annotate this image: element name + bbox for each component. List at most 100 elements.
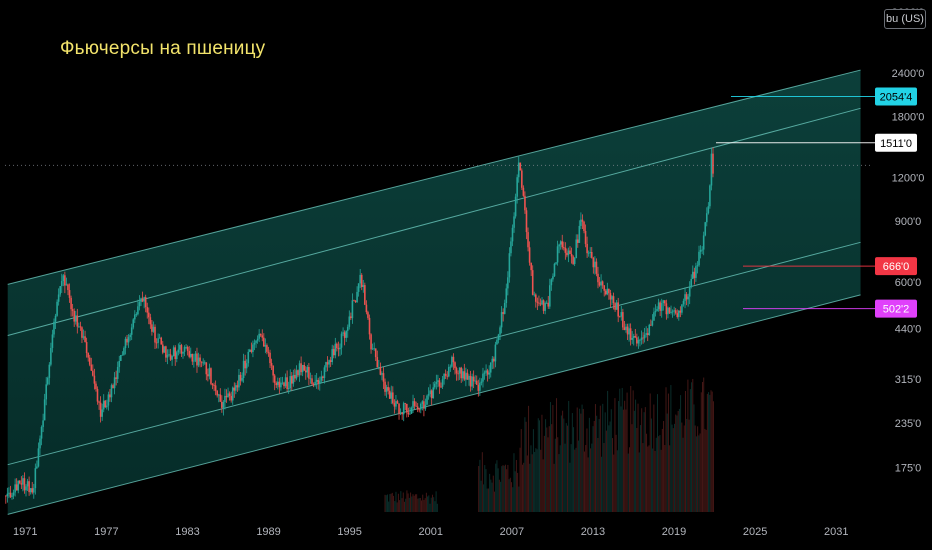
price-axis[interactable]: 3600'02400'01800'01200'0900'0600'0440'03…: [892, 7, 925, 474]
candle-body: [640, 337, 643, 340]
volume-bar: [592, 426, 594, 512]
candle-body: [488, 372, 490, 375]
candle-body: [247, 351, 250, 364]
volume-bar: [563, 418, 565, 512]
candle-body: [486, 370, 489, 375]
candle-body: [231, 387, 234, 401]
volume-bar: [549, 402, 551, 512]
candle-body: [653, 312, 655, 321]
time-axis[interactable]: 1971 1977 1983 1989 1995 2001 2007 2013 2019 2025…: [13, 526, 848, 538]
candle-body: [673, 310, 675, 312]
candle-body: [287, 388, 290, 390]
candle-body: [238, 374, 240, 388]
candle-body: [566, 252, 568, 256]
candle-body: [101, 409, 103, 417]
candle-body: [73, 310, 75, 322]
candle-body: [500, 312, 503, 328]
volume-bar: [689, 389, 691, 512]
candle-body: [60, 281, 63, 287]
x-tick-label: 2013: [581, 526, 605, 538]
candle-body: [508, 253, 511, 278]
volume-bar: [694, 425, 696, 512]
candle-body: [682, 300, 685, 305]
candle-body: [562, 247, 565, 249]
candle-body: [671, 311, 674, 313]
volume-bar: [435, 491, 437, 512]
candle-body: [360, 274, 363, 287]
currency-unit-badge[interactable]: bu (US): [884, 9, 926, 29]
candle-body: [440, 386, 442, 388]
candle-body: [517, 162, 520, 178]
candle-body: [116, 366, 119, 379]
candle-body: [471, 376, 473, 387]
candle-body: [34, 468, 37, 489]
candle-body: [597, 273, 599, 283]
volume-bar: [594, 404, 596, 512]
candle-body: [315, 379, 318, 382]
candle-body: [311, 378, 313, 385]
candle-body: [514, 196, 517, 217]
volume-bar: [703, 377, 705, 512]
volume-bar: [509, 477, 511, 512]
candle-body: [693, 271, 696, 278]
candle-body: [115, 377, 117, 379]
candle-body: [36, 466, 38, 469]
candle-body: [612, 296, 615, 304]
candle-body: [654, 311, 657, 313]
volume-bar: [418, 498, 420, 512]
candle-body: [42, 420, 44, 427]
candle-body: [513, 216, 515, 228]
y-tick-label: 900'0: [895, 216, 922, 228]
volume-bar: [590, 448, 592, 512]
x-tick-label: 2001: [419, 526, 443, 538]
x-tick-label: 2025: [743, 526, 767, 538]
candle-body: [600, 281, 602, 286]
candle-body: [452, 356, 455, 363]
candle-body: [236, 385, 239, 388]
candle-body: [345, 330, 347, 338]
volume-bar: [390, 493, 392, 512]
volume-bar: [573, 427, 575, 512]
candle-body: [441, 379, 444, 387]
candle-body: [578, 225, 581, 243]
candle-body: [620, 312, 623, 317]
candle-body: [43, 399, 46, 421]
candle-body: [39, 438, 41, 449]
candle-body: [698, 251, 700, 266]
volume-bars: [384, 377, 714, 512]
candle-body: [598, 282, 601, 286]
volume-bar: [399, 500, 401, 512]
candle-body: [502, 312, 504, 314]
candle-body: [286, 377, 288, 390]
candle-body: [263, 337, 265, 347]
candle-body: [141, 298, 144, 302]
volume-bar: [603, 443, 605, 512]
volume-bar: [521, 464, 523, 512]
y-tick-label: 1200'0: [892, 172, 925, 184]
candle-body: [575, 239, 578, 259]
candle-body: [26, 481, 29, 487]
volume-bar: [698, 435, 700, 512]
volume-bar: [557, 437, 559, 512]
candle-body: [511, 227, 514, 242]
volume-bar: [598, 419, 600, 512]
candle-body: [433, 383, 436, 388]
volume-bar: [430, 497, 432, 512]
candle-body: [342, 332, 344, 334]
volume-bar: [385, 495, 387, 512]
candle-body: [143, 297, 145, 302]
candle-body: [269, 352, 271, 364]
volume-bar: [429, 503, 431, 512]
channel-line-upper-mid: [7, 107, 861, 336]
volume-bar: [542, 459, 544, 512]
volume-bar: [486, 488, 488, 512]
candle-body: [427, 394, 430, 396]
candle-body: [275, 382, 278, 386]
candle-body: [438, 380, 441, 387]
volume-bar: [630, 385, 632, 512]
candle-body: [28, 481, 30, 493]
candle-body: [550, 279, 553, 286]
volume-bar: [493, 491, 495, 512]
candle-body: [435, 381, 438, 384]
